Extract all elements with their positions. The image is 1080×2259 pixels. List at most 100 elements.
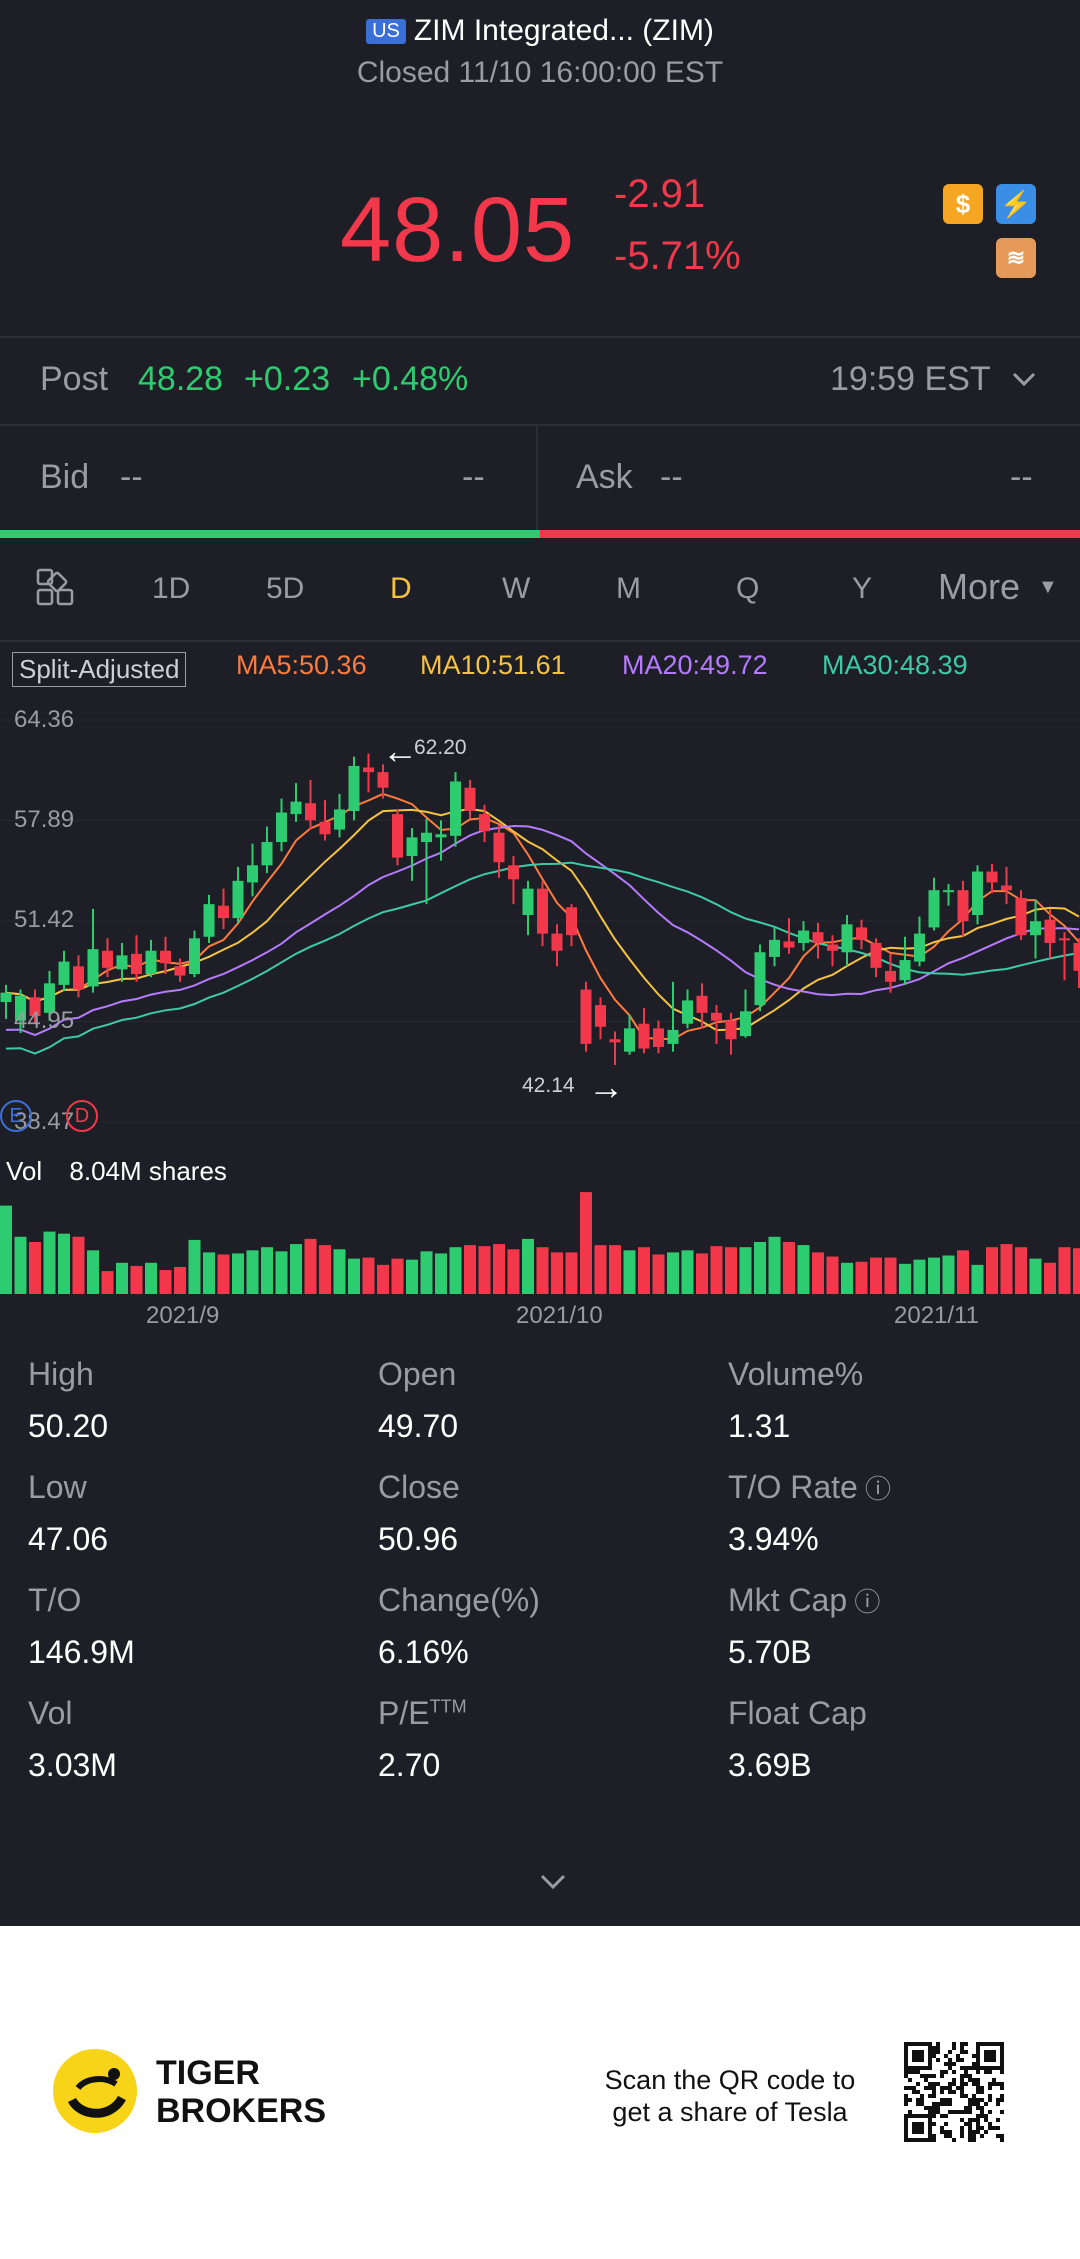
dividend-event-marker[interactable]: D [66, 1100, 98, 1132]
stat-label: Change(%) [378, 1582, 540, 1618]
qr-module [904, 2058, 908, 2062]
expand-chevron-icon[interactable] [538, 1872, 568, 1892]
candle-body [44, 983, 55, 1013]
qr-module [912, 2114, 916, 2118]
qr-module [1000, 2042, 1004, 2046]
bid-strength-bar [0, 530, 540, 538]
volume-bar [942, 1255, 955, 1294]
qr-module [948, 2102, 952, 2106]
qr-module [952, 2138, 956, 2142]
qr-module [952, 2042, 956, 2046]
candle-body [348, 765, 360, 811]
stat-label: Volume% [728, 1356, 864, 1392]
qr-module [908, 2110, 912, 2114]
qr-module [912, 2066, 916, 2070]
qr-module [964, 2094, 968, 2098]
qr-module [988, 2070, 992, 2074]
qr-module [944, 2062, 948, 2066]
qr-module [948, 2086, 952, 2090]
tab-1d[interactable]: 1D [152, 572, 191, 605]
qr-module [968, 2126, 972, 2130]
qr-module [972, 2098, 976, 2102]
stat-value: 3.03M [28, 1747, 117, 1783]
candle-body [58, 961, 70, 985]
post-change: +0.23 [244, 360, 331, 398]
qr-module [1000, 2050, 1004, 2054]
period-tabs [0, 538, 1080, 640]
volume-bar [14, 1236, 27, 1294]
divider [0, 424, 1080, 426]
tab-daily[interactable]: D [390, 572, 412, 605]
tab-5d[interactable]: 5D [266, 572, 305, 605]
volume-bar [377, 1264, 389, 1294]
qr-module [920, 2074, 924, 2078]
divider [0, 336, 1080, 338]
qr-module [968, 2134, 972, 2138]
qr-module [944, 2070, 948, 2074]
qr-module [976, 2106, 980, 2110]
chevron-down-icon[interactable] [1010, 368, 1038, 390]
qr-module [908, 2098, 912, 2102]
tab-weekly[interactable]: W [502, 572, 531, 605]
qr-module [980, 2126, 984, 2130]
stack-icon[interactable]: ≋ [996, 238, 1036, 278]
qr-module [912, 2122, 916, 2126]
qr-module [976, 2122, 980, 2126]
post-label: Post [40, 360, 109, 398]
more-tab[interactable]: More ▼ [938, 566, 1058, 608]
brand-name: TIGER BROKERS [156, 2054, 326, 2130]
volume-bar [1000, 1244, 1013, 1294]
volume-bar [290, 1244, 302, 1294]
info-icon[interactable]: ⓘ [847, 1587, 881, 1617]
qr-module [984, 2042, 988, 2046]
qr-module [980, 2098, 984, 2102]
volume-bar [29, 1242, 41, 1294]
qr-module [920, 2122, 924, 2126]
volume-bar [986, 1247, 998, 1294]
volume-bar [333, 1249, 346, 1294]
split-adjusted-toggle[interactable]: Split-Adjusted [12, 652, 187, 687]
qr-module [904, 2122, 908, 2126]
volume-bar [319, 1245, 331, 1294]
qr-module [944, 2130, 948, 2134]
stat-label[interactable]: T/O Rate ⓘ [728, 1469, 892, 1505]
price-change: -2.91 [614, 172, 706, 216]
qr-module [908, 2070, 912, 2074]
stat-label: Close [378, 1469, 460, 1505]
candle-body [464, 787, 476, 811]
tab-monthly[interactable]: M [616, 572, 641, 605]
qr-module [996, 2042, 1000, 2046]
qr-module [960, 2042, 964, 2046]
lightning-icon[interactable]: ⚡ [996, 184, 1036, 224]
qr-module [980, 2106, 984, 2110]
tab-quarterly[interactable]: Q [736, 572, 760, 605]
price-chart[interactable] [0, 700, 1080, 1330]
qr-module [940, 2090, 944, 2094]
qr-module [960, 2078, 964, 2082]
qr-module [912, 2070, 916, 2074]
earnings-event-marker[interactable]: E [0, 1100, 32, 1132]
qr-module [980, 2066, 984, 2070]
volume-bar [101, 1271, 114, 1294]
candle-body [116, 955, 128, 970]
volume-bar [174, 1266, 186, 1294]
qr-module [928, 2094, 932, 2098]
info-icon[interactable]: ⓘ [857, 1474, 892, 1504]
volume-bar [478, 1246, 491, 1294]
qr-module [924, 2114, 928, 2118]
qr-module [928, 2050, 932, 2054]
tab-yearly[interactable]: Y [852, 572, 873, 605]
qr-module [960, 2118, 964, 2122]
qr-code[interactable] [904, 2042, 1004, 2142]
last-price: 48.05 [340, 179, 576, 281]
grid-layout-icon[interactable] [36, 568, 76, 608]
dollar-icon[interactable]: $ [943, 184, 983, 224]
post-market-row[interactable]: Post 48.28 +0.23 +0.48% 19:59 EST [0, 338, 1080, 424]
qr-module [1000, 2086, 1004, 2090]
ask-price: -- [660, 458, 683, 496]
qr-module [964, 2110, 968, 2114]
x-tick-label: 2021/9 [146, 1302, 220, 1329]
stat-label[interactable]: Mkt Cap ⓘ [728, 1582, 881, 1618]
qr-module [928, 2082, 932, 2086]
qr-module [964, 2082, 968, 2086]
